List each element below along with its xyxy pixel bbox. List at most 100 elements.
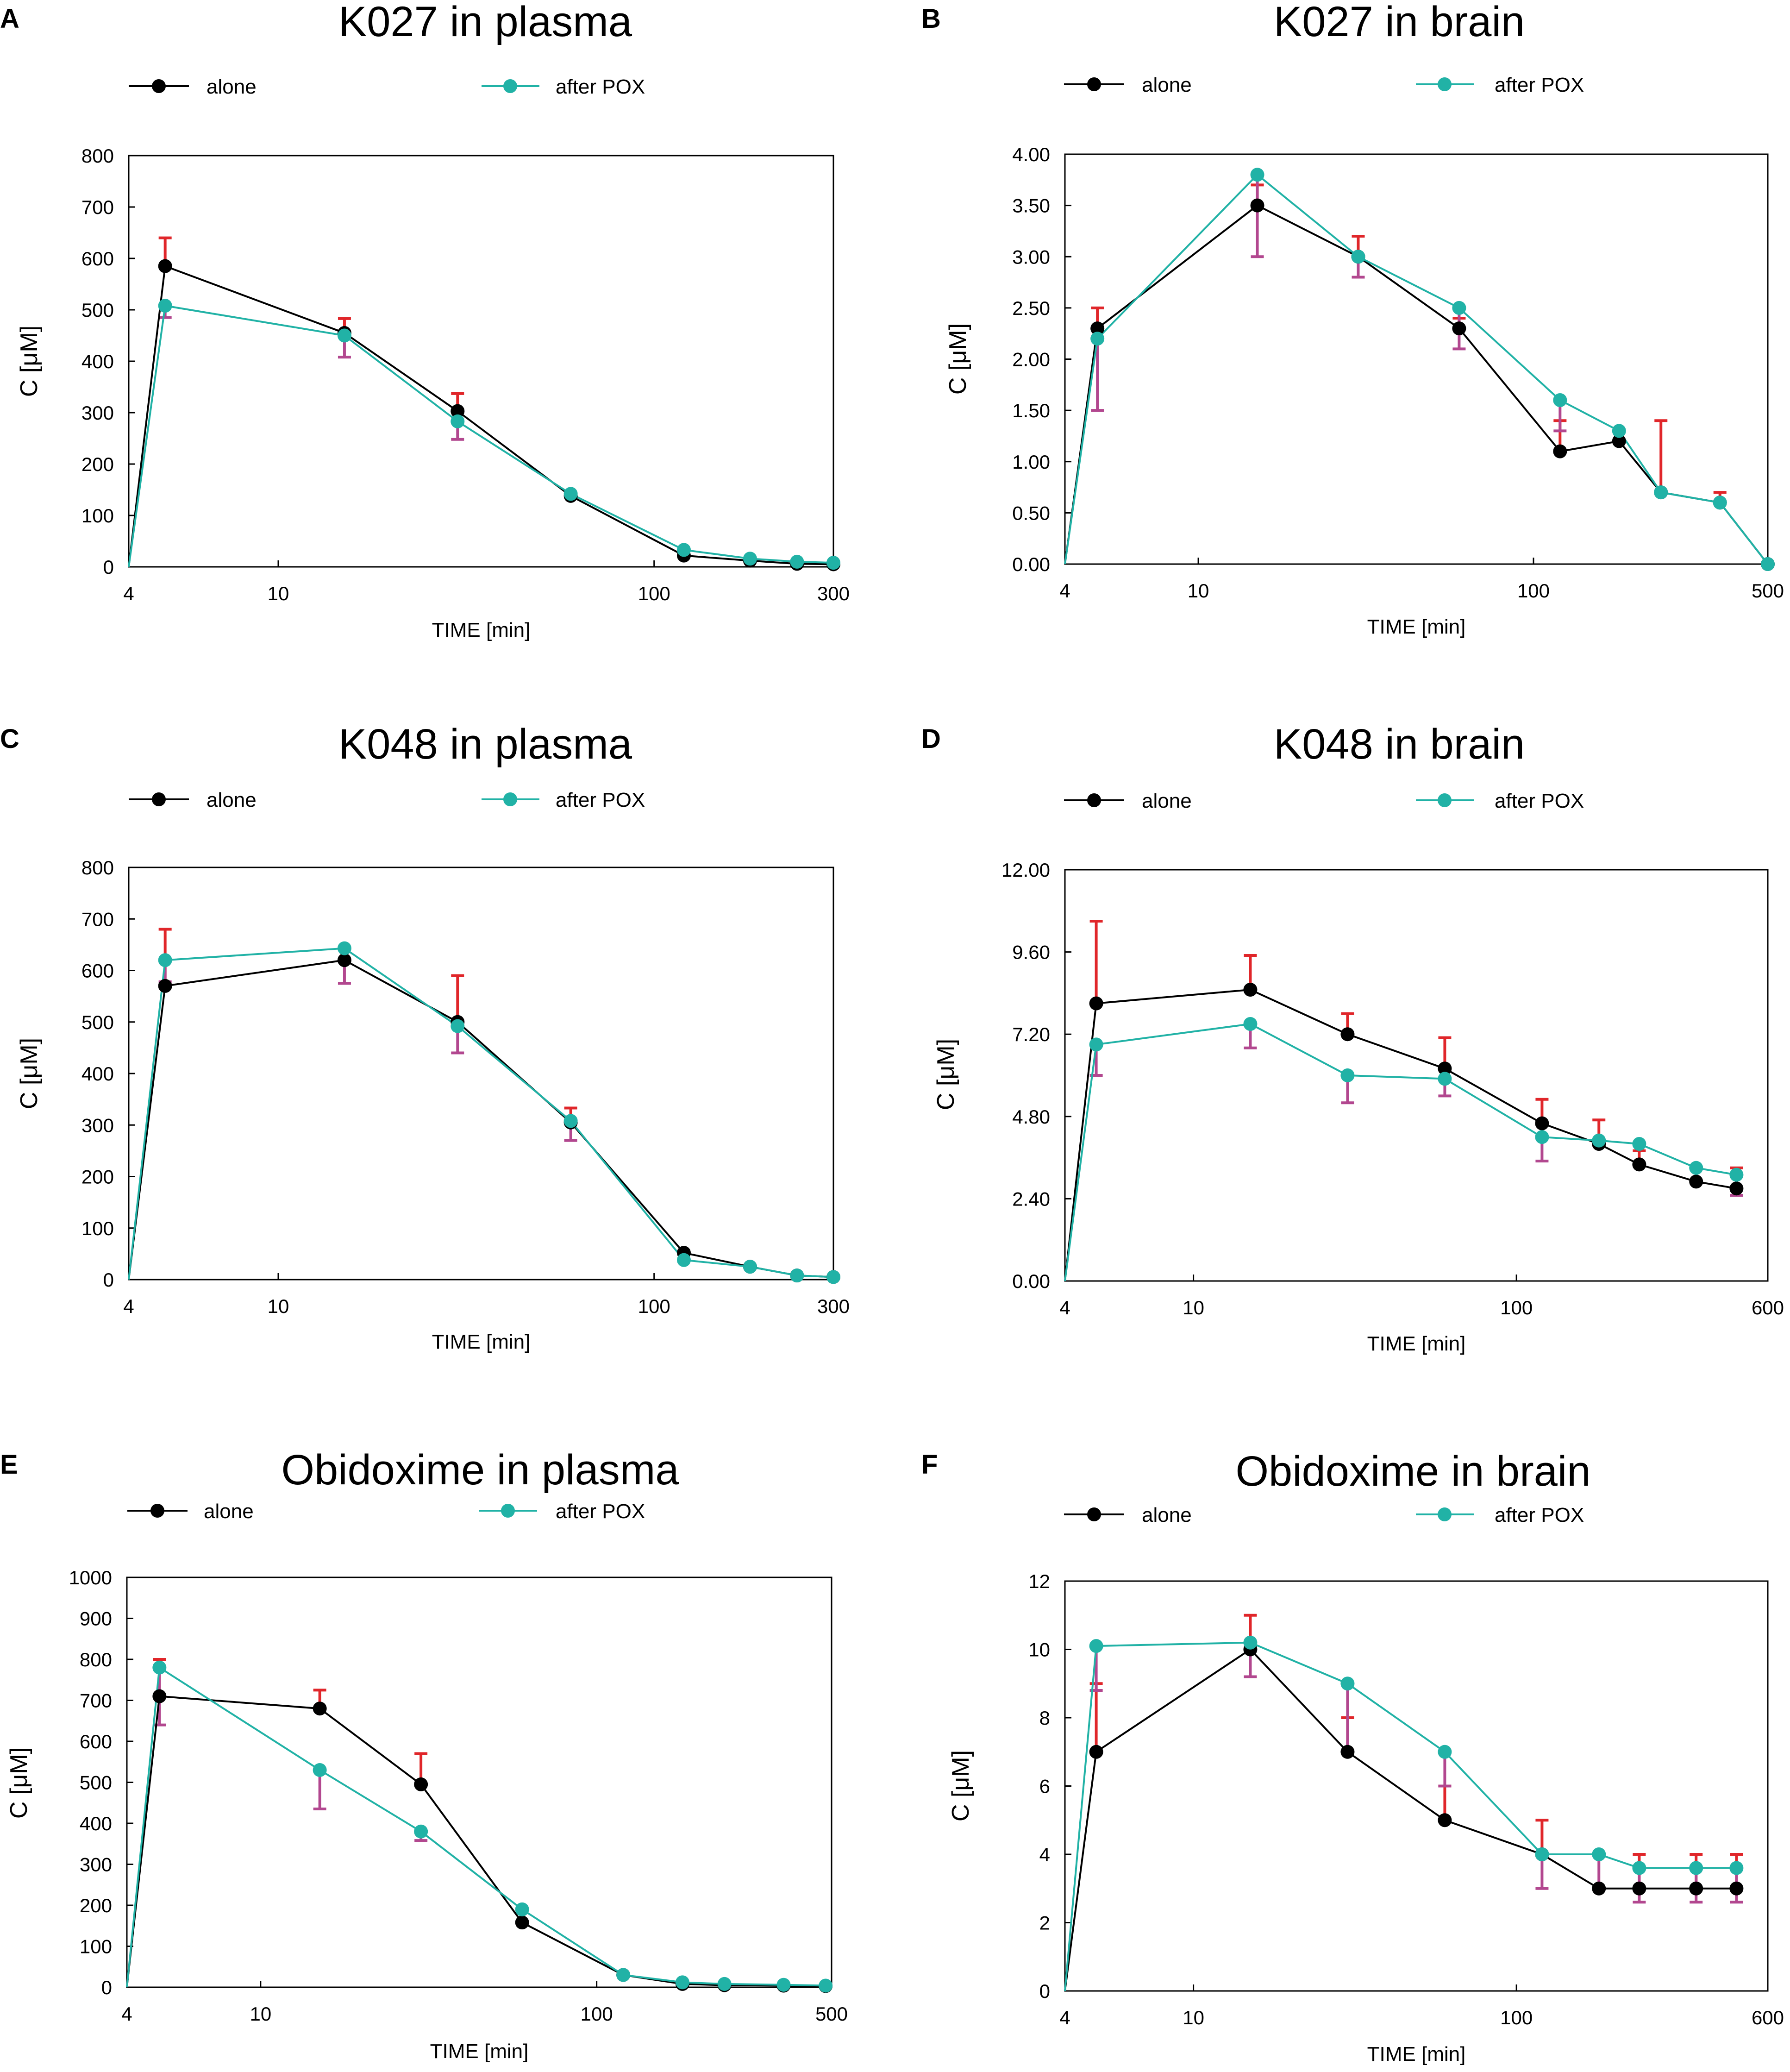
x-tick-label: 100 <box>1500 1297 1533 1319</box>
legend-marker-alone <box>152 79 166 93</box>
chart-title: K048 in plasma <box>338 721 632 768</box>
data-point-alone <box>158 979 172 993</box>
data-point-alone <box>1729 1181 1744 1196</box>
legend-label-alone: alone <box>207 75 257 98</box>
plot-frame <box>126 1576 832 1988</box>
y-axis-title: C [μM] <box>16 1038 43 1109</box>
y-axis: 0 100 200 300 400 500 600 700 800 900 1000 <box>69 1567 133 1998</box>
x-tick-label: 4 <box>1059 1297 1070 1319</box>
y-tick-label: 100 <box>80 1936 112 1958</box>
data-point-after-pox <box>717 1977 732 1991</box>
plot-area <box>128 928 840 1284</box>
y-tick-label: 7.20 <box>1012 1023 1050 1045</box>
series-line-alone <box>128 264 834 567</box>
data-point-alone <box>451 404 465 418</box>
y-tick-label: 2.00 <box>1012 349 1050 370</box>
series-line-after-pox <box>1064 1641 1737 1991</box>
y-tick-label: 2.40 <box>1012 1188 1050 1210</box>
chart-title: Obidoxime in brain <box>1235 1448 1590 1495</box>
data-point-after-pox <box>819 1978 833 1993</box>
y-tick-label: 500 <box>81 299 114 321</box>
x-tick-label: 500 <box>1752 580 1784 602</box>
data-point-after-pox <box>1452 301 1466 315</box>
data-point-after-pox <box>1089 1639 1103 1653</box>
y-tick-label: 12.00 <box>1001 859 1050 881</box>
x-axis-title: TIME [min] <box>432 619 531 641</box>
y-tick-label: 800 <box>81 145 114 167</box>
data-point-after-pox <box>563 487 578 501</box>
data-point-after-pox <box>1612 424 1626 438</box>
y-tick-label: 4.80 <box>1012 1106 1050 1128</box>
y-tick-label: 9.60 <box>1012 942 1050 963</box>
data-point-after-pox <box>790 1268 804 1283</box>
legend-marker-pox <box>1438 1507 1452 1521</box>
data-point-alone <box>1438 1061 1452 1076</box>
panel-d: D K048 in brain alone after POX 0.00 2.40… <box>921 721 1784 1355</box>
data-point-after-pox <box>675 1975 689 1990</box>
series-line-alone <box>126 1695 826 1988</box>
legend: alone after POX <box>127 1500 645 1523</box>
legend-label-pox: after POX <box>1495 790 1584 812</box>
data-point-after-pox <box>1090 332 1105 346</box>
y-tick-label: 600 <box>81 248 114 270</box>
data-point-after-pox <box>1089 1037 1103 1052</box>
plot-frame <box>128 866 834 1281</box>
plot-frame <box>1064 1580 1769 1992</box>
data-point-after-pox <box>451 1019 465 1033</box>
x-tick-label: 4 <box>123 1295 134 1317</box>
legend-marker-alone <box>1087 793 1101 807</box>
y-tick-label: 1.50 <box>1012 400 1050 421</box>
plot-area <box>126 1658 833 1993</box>
data-point-after-pox <box>1632 1861 1646 1875</box>
plot-frame <box>128 155 834 568</box>
data-point-alone <box>1243 983 1258 997</box>
legend-label-pox: after POX <box>556 1500 645 1523</box>
data-point-alone <box>337 953 351 967</box>
y-tick-label: 3.50 <box>1012 195 1050 217</box>
data-point-after-pox <box>158 953 172 967</box>
data-point-after-pox <box>1250 168 1264 182</box>
x-axis-title: TIME [min] <box>1367 1332 1466 1355</box>
data-point-after-pox <box>1351 250 1365 264</box>
data-point-after-pox <box>158 299 172 313</box>
y-tick-label: 500 <box>80 1772 112 1794</box>
legend-label-alone: alone <box>1142 1504 1192 1526</box>
y-tick-label: 0 <box>103 556 114 578</box>
y-tick-label: 500 <box>81 1011 114 1033</box>
y-tick-label: 400 <box>80 1813 112 1834</box>
legend-marker-alone <box>152 792 166 806</box>
x-tick-label: 10 <box>268 1295 289 1317</box>
data-point-after-pox <box>1729 1861 1744 1875</box>
series-line-after-pox <box>128 304 834 567</box>
x-axis-title: TIME [min] <box>1367 615 1466 638</box>
x-tick-label: 4 <box>121 2003 132 2025</box>
x-tick-label: 100 <box>638 1295 670 1317</box>
x-tick-label: 4 <box>123 583 134 604</box>
legend: alone after POX <box>1064 74 1584 96</box>
data-point-after-pox <box>1535 1847 1549 1861</box>
legend-label-alone: alone <box>204 1500 254 1523</box>
panel-letter: D <box>921 724 941 754</box>
y-tick-label: 0.50 <box>1012 502 1050 524</box>
data-point-after-pox <box>826 556 840 570</box>
y-tick-label: 700 <box>81 196 114 218</box>
plot-frame <box>1064 869 1769 1282</box>
legend-label-pox: after POX <box>1495 1504 1584 1526</box>
data-point-alone <box>1089 996 1103 1011</box>
data-point-alone <box>1089 1745 1103 1759</box>
data-point-alone <box>414 1777 428 1791</box>
data-point-after-pox <box>1654 485 1668 500</box>
y-tick-label: 2.50 <box>1012 297 1050 319</box>
data-point-after-pox <box>1535 1130 1549 1144</box>
x-tick-label: 10 <box>1188 580 1209 602</box>
y-axis: 0 100 200 300 400 500 600 700 800 <box>81 857 135 1291</box>
y-tick-label: 0.00 <box>1012 553 1050 575</box>
legend-marker-pox <box>501 1504 515 1518</box>
panel-f: F Obidoxime in brain alone after POX 0 2 4… <box>921 1448 1784 2066</box>
x-tick-label: 10 <box>1183 1297 1204 1319</box>
x-tick-label: 100 <box>1500 2007 1533 2028</box>
data-point-after-pox <box>414 1824 428 1839</box>
y-tick-label: 600 <box>80 1731 112 1752</box>
y-tick-label: 4 <box>1039 1844 1050 1865</box>
